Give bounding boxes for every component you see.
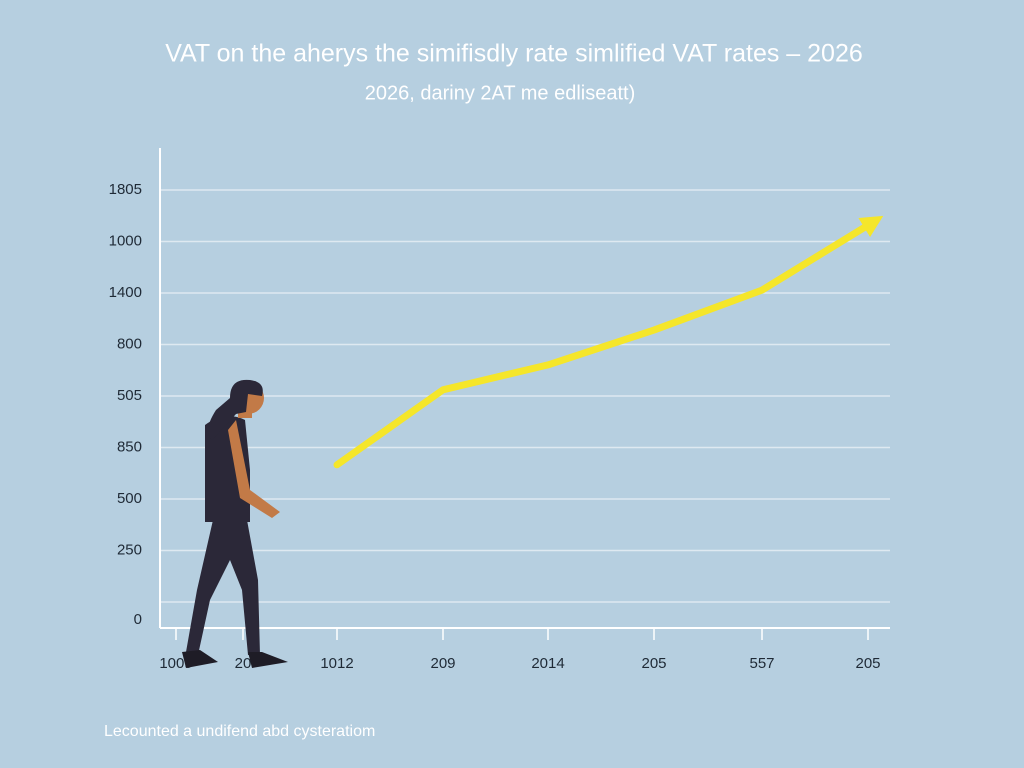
x-tick-label: 209 xyxy=(430,655,455,672)
x-tick-label: 2014 xyxy=(531,655,564,672)
y-tick-label: 505 xyxy=(117,387,142,404)
person-illustration xyxy=(182,379,288,668)
chart-subtitle: 2026, dariny 2AT me edliseatt) xyxy=(365,82,636,104)
y-tick-label: 250 xyxy=(117,541,142,558)
y-tick-label: 1400 xyxy=(109,284,142,301)
y-tick-label: 500 xyxy=(117,490,142,507)
x-tick-label: 557 xyxy=(749,655,774,672)
y-tick-label: 850 xyxy=(117,438,142,455)
x-tick-label: 205 xyxy=(855,655,880,672)
x-tick-label: 1012 xyxy=(320,655,353,672)
x-tick-label: 205 xyxy=(641,655,666,672)
data-line xyxy=(333,215,884,469)
y-tick-label: 1805 xyxy=(109,181,142,198)
x-tick-label: 20 xyxy=(235,655,252,672)
y-tick-label: 1000 xyxy=(109,232,142,249)
y-tick-label: 800 xyxy=(117,335,142,352)
plot xyxy=(333,215,884,469)
footnote: Lecounted a undifend abd cysteratiom xyxy=(104,723,375,740)
chart-title: VAT on the aherys the simifisdly rate si… xyxy=(165,40,863,68)
y-tick-label: 0 xyxy=(134,611,142,628)
